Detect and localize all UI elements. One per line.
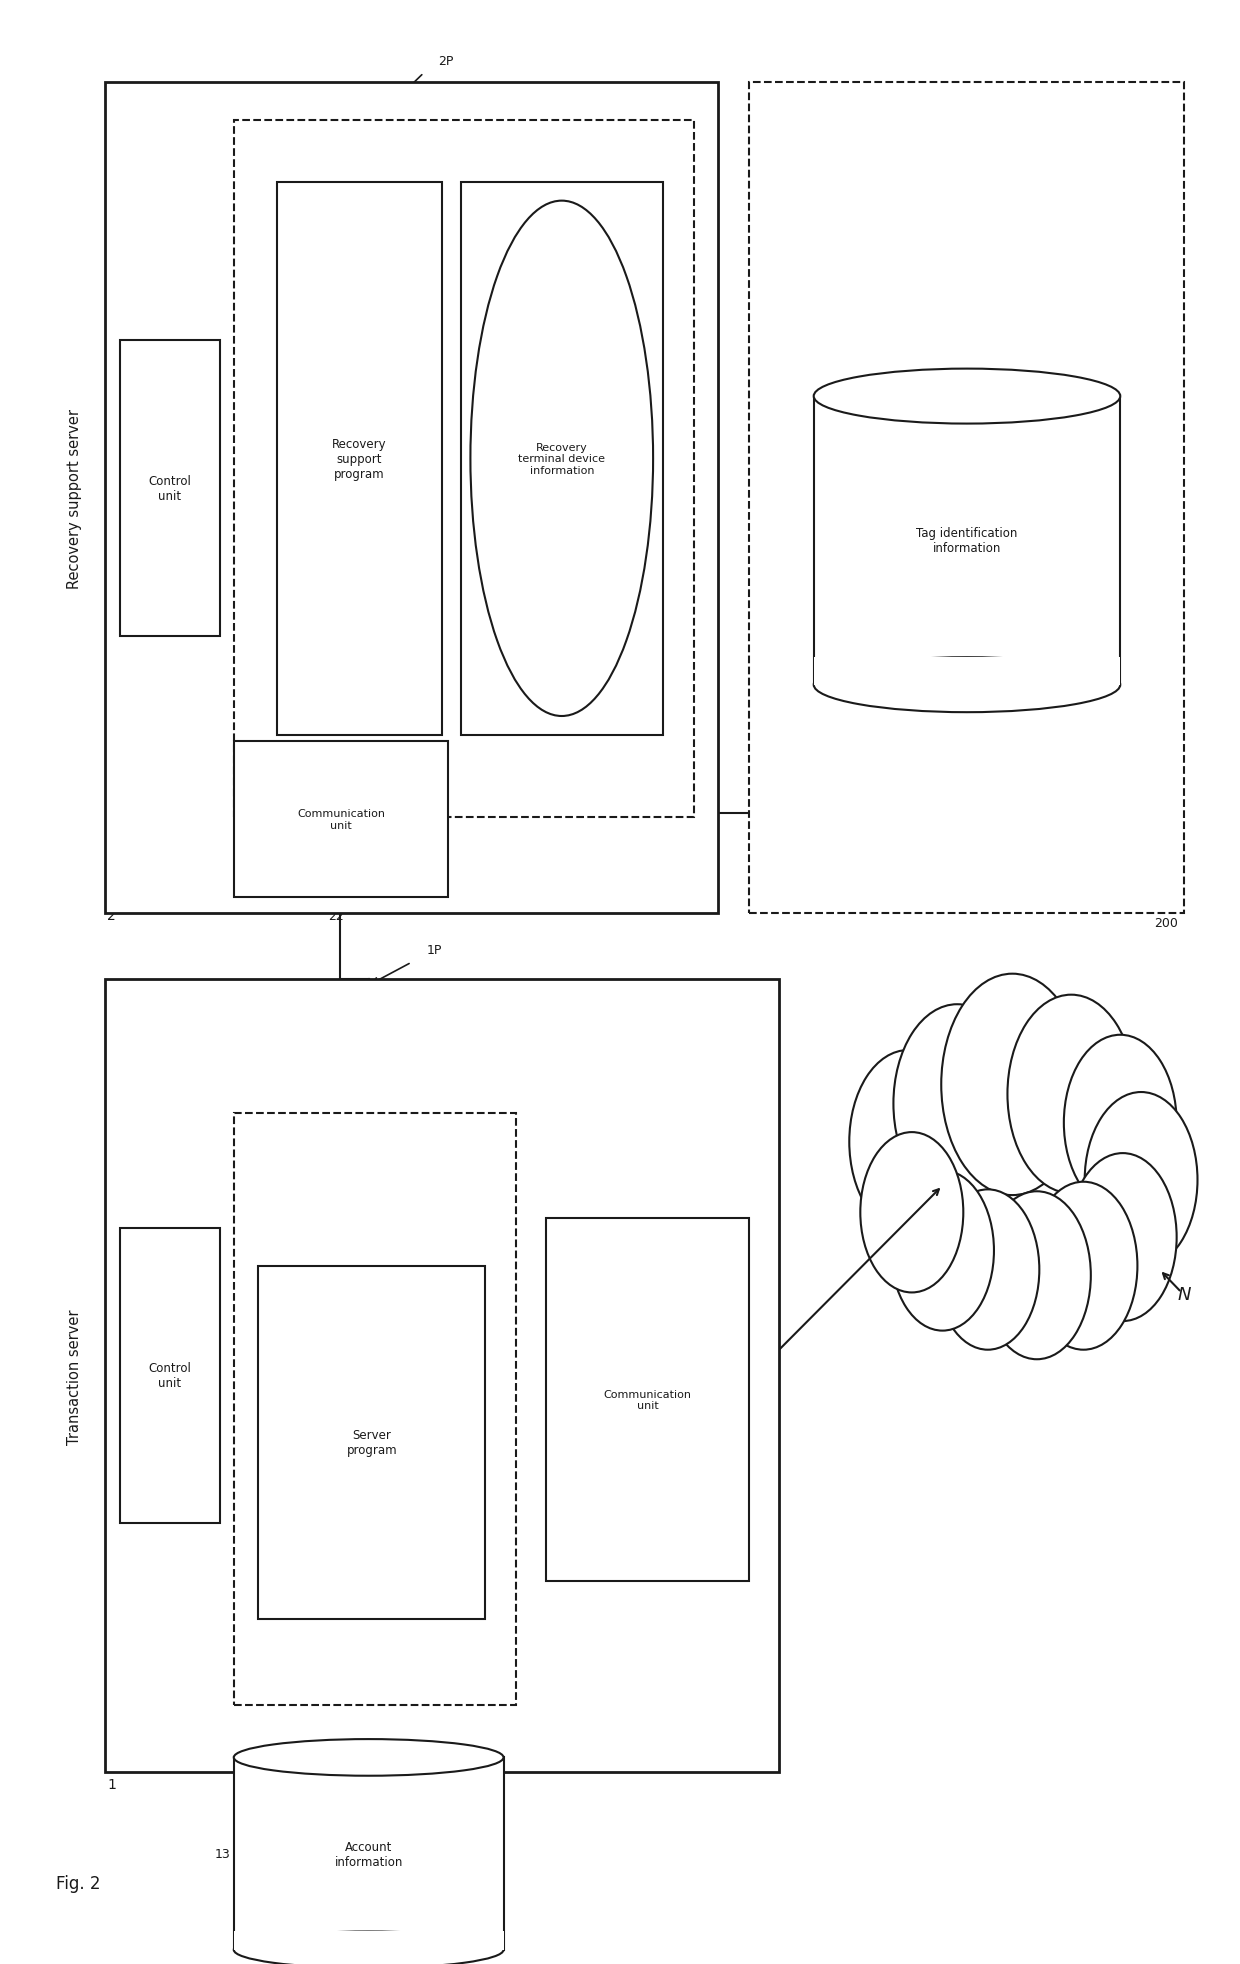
Circle shape bbox=[941, 974, 1084, 1196]
FancyBboxPatch shape bbox=[120, 1228, 221, 1524]
Ellipse shape bbox=[470, 202, 653, 717]
Text: Storage unit: Storage unit bbox=[242, 1137, 255, 1214]
Text: Communication
unit: Communication unit bbox=[604, 1389, 692, 1410]
Text: 1: 1 bbox=[108, 1777, 117, 1791]
Text: 10: 10 bbox=[131, 1206, 148, 1218]
Circle shape bbox=[983, 1192, 1091, 1359]
FancyBboxPatch shape bbox=[234, 1114, 516, 1705]
Text: 1P: 1P bbox=[427, 945, 441, 956]
FancyBboxPatch shape bbox=[258, 1267, 485, 1618]
Text: Server
program: Server program bbox=[346, 1428, 397, 1457]
Circle shape bbox=[1085, 1092, 1198, 1269]
Circle shape bbox=[936, 1190, 1039, 1349]
Text: Recovery
terminal device
information: Recovery terminal device information bbox=[518, 442, 605, 475]
Circle shape bbox=[1069, 1153, 1177, 1322]
FancyBboxPatch shape bbox=[460, 183, 663, 736]
Text: Communication
unit: Communication unit bbox=[298, 809, 386, 831]
Text: Control
unit: Control unit bbox=[149, 475, 191, 503]
Text: 2: 2 bbox=[108, 909, 117, 923]
Text: Recovery support server: Recovery support server bbox=[67, 409, 82, 589]
FancyBboxPatch shape bbox=[120, 342, 221, 636]
Text: 22: 22 bbox=[327, 909, 343, 923]
FancyBboxPatch shape bbox=[234, 742, 449, 898]
FancyBboxPatch shape bbox=[234, 122, 693, 817]
Text: Recovery
support
program: Recovery support program bbox=[332, 438, 387, 481]
FancyBboxPatch shape bbox=[813, 397, 1120, 685]
Text: 200: 200 bbox=[1154, 917, 1178, 929]
Ellipse shape bbox=[813, 369, 1120, 424]
Circle shape bbox=[892, 1171, 994, 1332]
Circle shape bbox=[1007, 996, 1135, 1194]
FancyBboxPatch shape bbox=[105, 82, 718, 913]
FancyBboxPatch shape bbox=[749, 82, 1184, 913]
Text: 12: 12 bbox=[622, 1595, 637, 1607]
Text: Account
information: Account information bbox=[335, 1840, 403, 1868]
FancyBboxPatch shape bbox=[234, 1931, 503, 1950]
FancyBboxPatch shape bbox=[813, 658, 1120, 685]
Text: Fig. 2: Fig. 2 bbox=[56, 1874, 100, 1891]
Text: 13: 13 bbox=[215, 1848, 231, 1860]
Ellipse shape bbox=[234, 1740, 503, 1775]
Text: 2P: 2P bbox=[439, 55, 454, 69]
FancyBboxPatch shape bbox=[234, 1758, 503, 1950]
Text: 20: 20 bbox=[131, 318, 148, 332]
Circle shape bbox=[894, 1006, 1021, 1204]
Text: Storage unit: Storage unit bbox=[242, 159, 255, 238]
FancyBboxPatch shape bbox=[547, 1218, 749, 1581]
Circle shape bbox=[1029, 1182, 1137, 1349]
Text: N: N bbox=[1177, 1286, 1190, 1304]
FancyBboxPatch shape bbox=[277, 183, 443, 736]
Ellipse shape bbox=[813, 658, 1120, 713]
Text: Control
unit: Control unit bbox=[149, 1361, 191, 1391]
Circle shape bbox=[861, 1133, 963, 1292]
Text: 21: 21 bbox=[242, 118, 258, 130]
Text: Tag identification
information issuing
system: Tag identification information issuing s… bbox=[910, 864, 1024, 907]
Text: 11: 11 bbox=[242, 1108, 258, 1121]
Text: Transaction server: Transaction server bbox=[67, 1310, 82, 1444]
Circle shape bbox=[1064, 1035, 1177, 1210]
Text: Tag identification
information: Tag identification information bbox=[916, 526, 1018, 556]
FancyBboxPatch shape bbox=[105, 980, 780, 1772]
Text: 201: 201 bbox=[758, 352, 781, 363]
Circle shape bbox=[849, 1051, 967, 1233]
Ellipse shape bbox=[234, 1931, 503, 1964]
